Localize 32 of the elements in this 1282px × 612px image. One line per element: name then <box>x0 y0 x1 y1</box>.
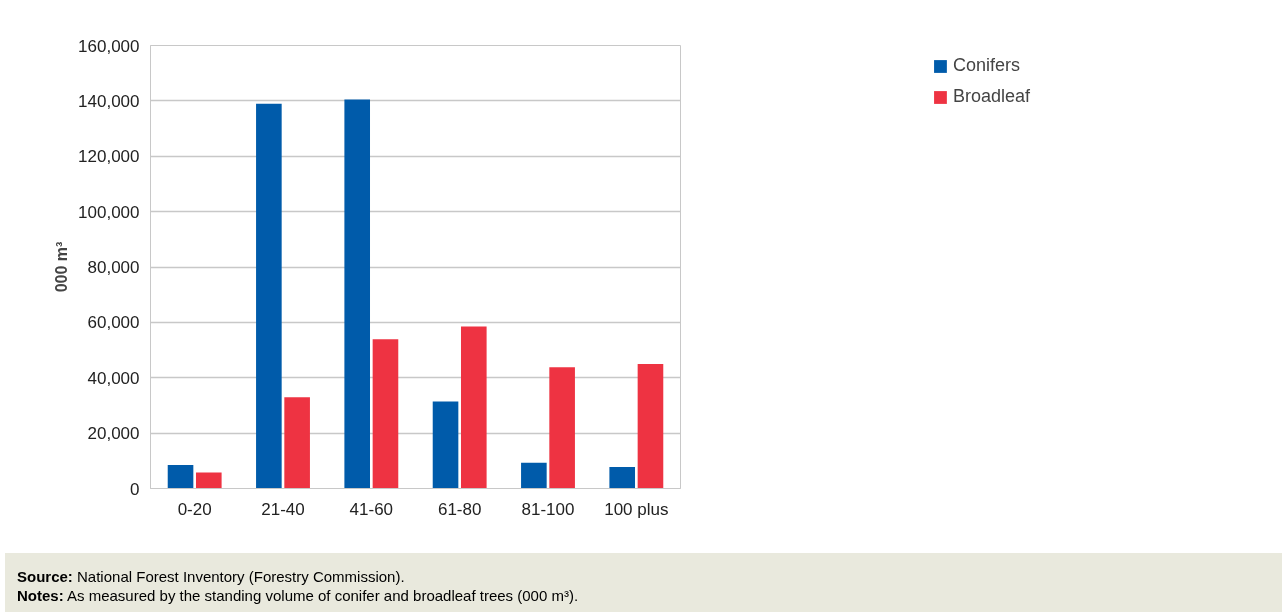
y-tick-label: 100,000 <box>78 202 140 222</box>
bar <box>637 363 664 489</box>
y-tick-label: 40,000 <box>87 368 140 388</box>
x-tick-label: 21-40 <box>261 499 305 519</box>
y-tick-label: 120,000 <box>78 147 140 167</box>
y-tick-label: 80,000 <box>87 258 140 277</box>
y-tick-label: 0 <box>130 479 140 499</box>
source-note: Source: National Forest Inventory (Forestry Commission). <box>17 567 406 586</box>
bar <box>284 397 310 489</box>
y-tick-label: 140,000 <box>78 91 140 111</box>
bar <box>521 462 547 489</box>
bar <box>549 367 575 489</box>
y-tick-label: 160,000 <box>78 36 140 56</box>
x-tick-label: 100 plus <box>604 499 669 519</box>
bar <box>195 472 222 489</box>
bar <box>432 401 459 489</box>
x-tick-label: 0-20 <box>177 499 212 519</box>
y-tick-label: 20,000 <box>87 424 140 444</box>
bar <box>609 466 636 489</box>
x-tick-label: 81-100 <box>521 499 575 519</box>
bar <box>460 326 487 489</box>
text: Notes: As measured by the standing volume of conifer and broadleaf trees (000 m³). <box>17 586 579 605</box>
x-tick-label: 41-60 <box>349 499 394 519</box>
bar <box>167 464 194 489</box>
y-tick-label: 60,000 <box>87 313 140 333</box>
y-axis-title: 000 m³ <box>53 241 71 293</box>
bar <box>256 103 282 489</box>
bar <box>372 339 399 489</box>
x-tick-label: 61-80 <box>437 499 482 519</box>
legend-label: Broadleaf <box>952 86 1031 107</box>
legend-label: Conifers <box>952 55 1020 76</box>
bar <box>344 99 371 489</box>
